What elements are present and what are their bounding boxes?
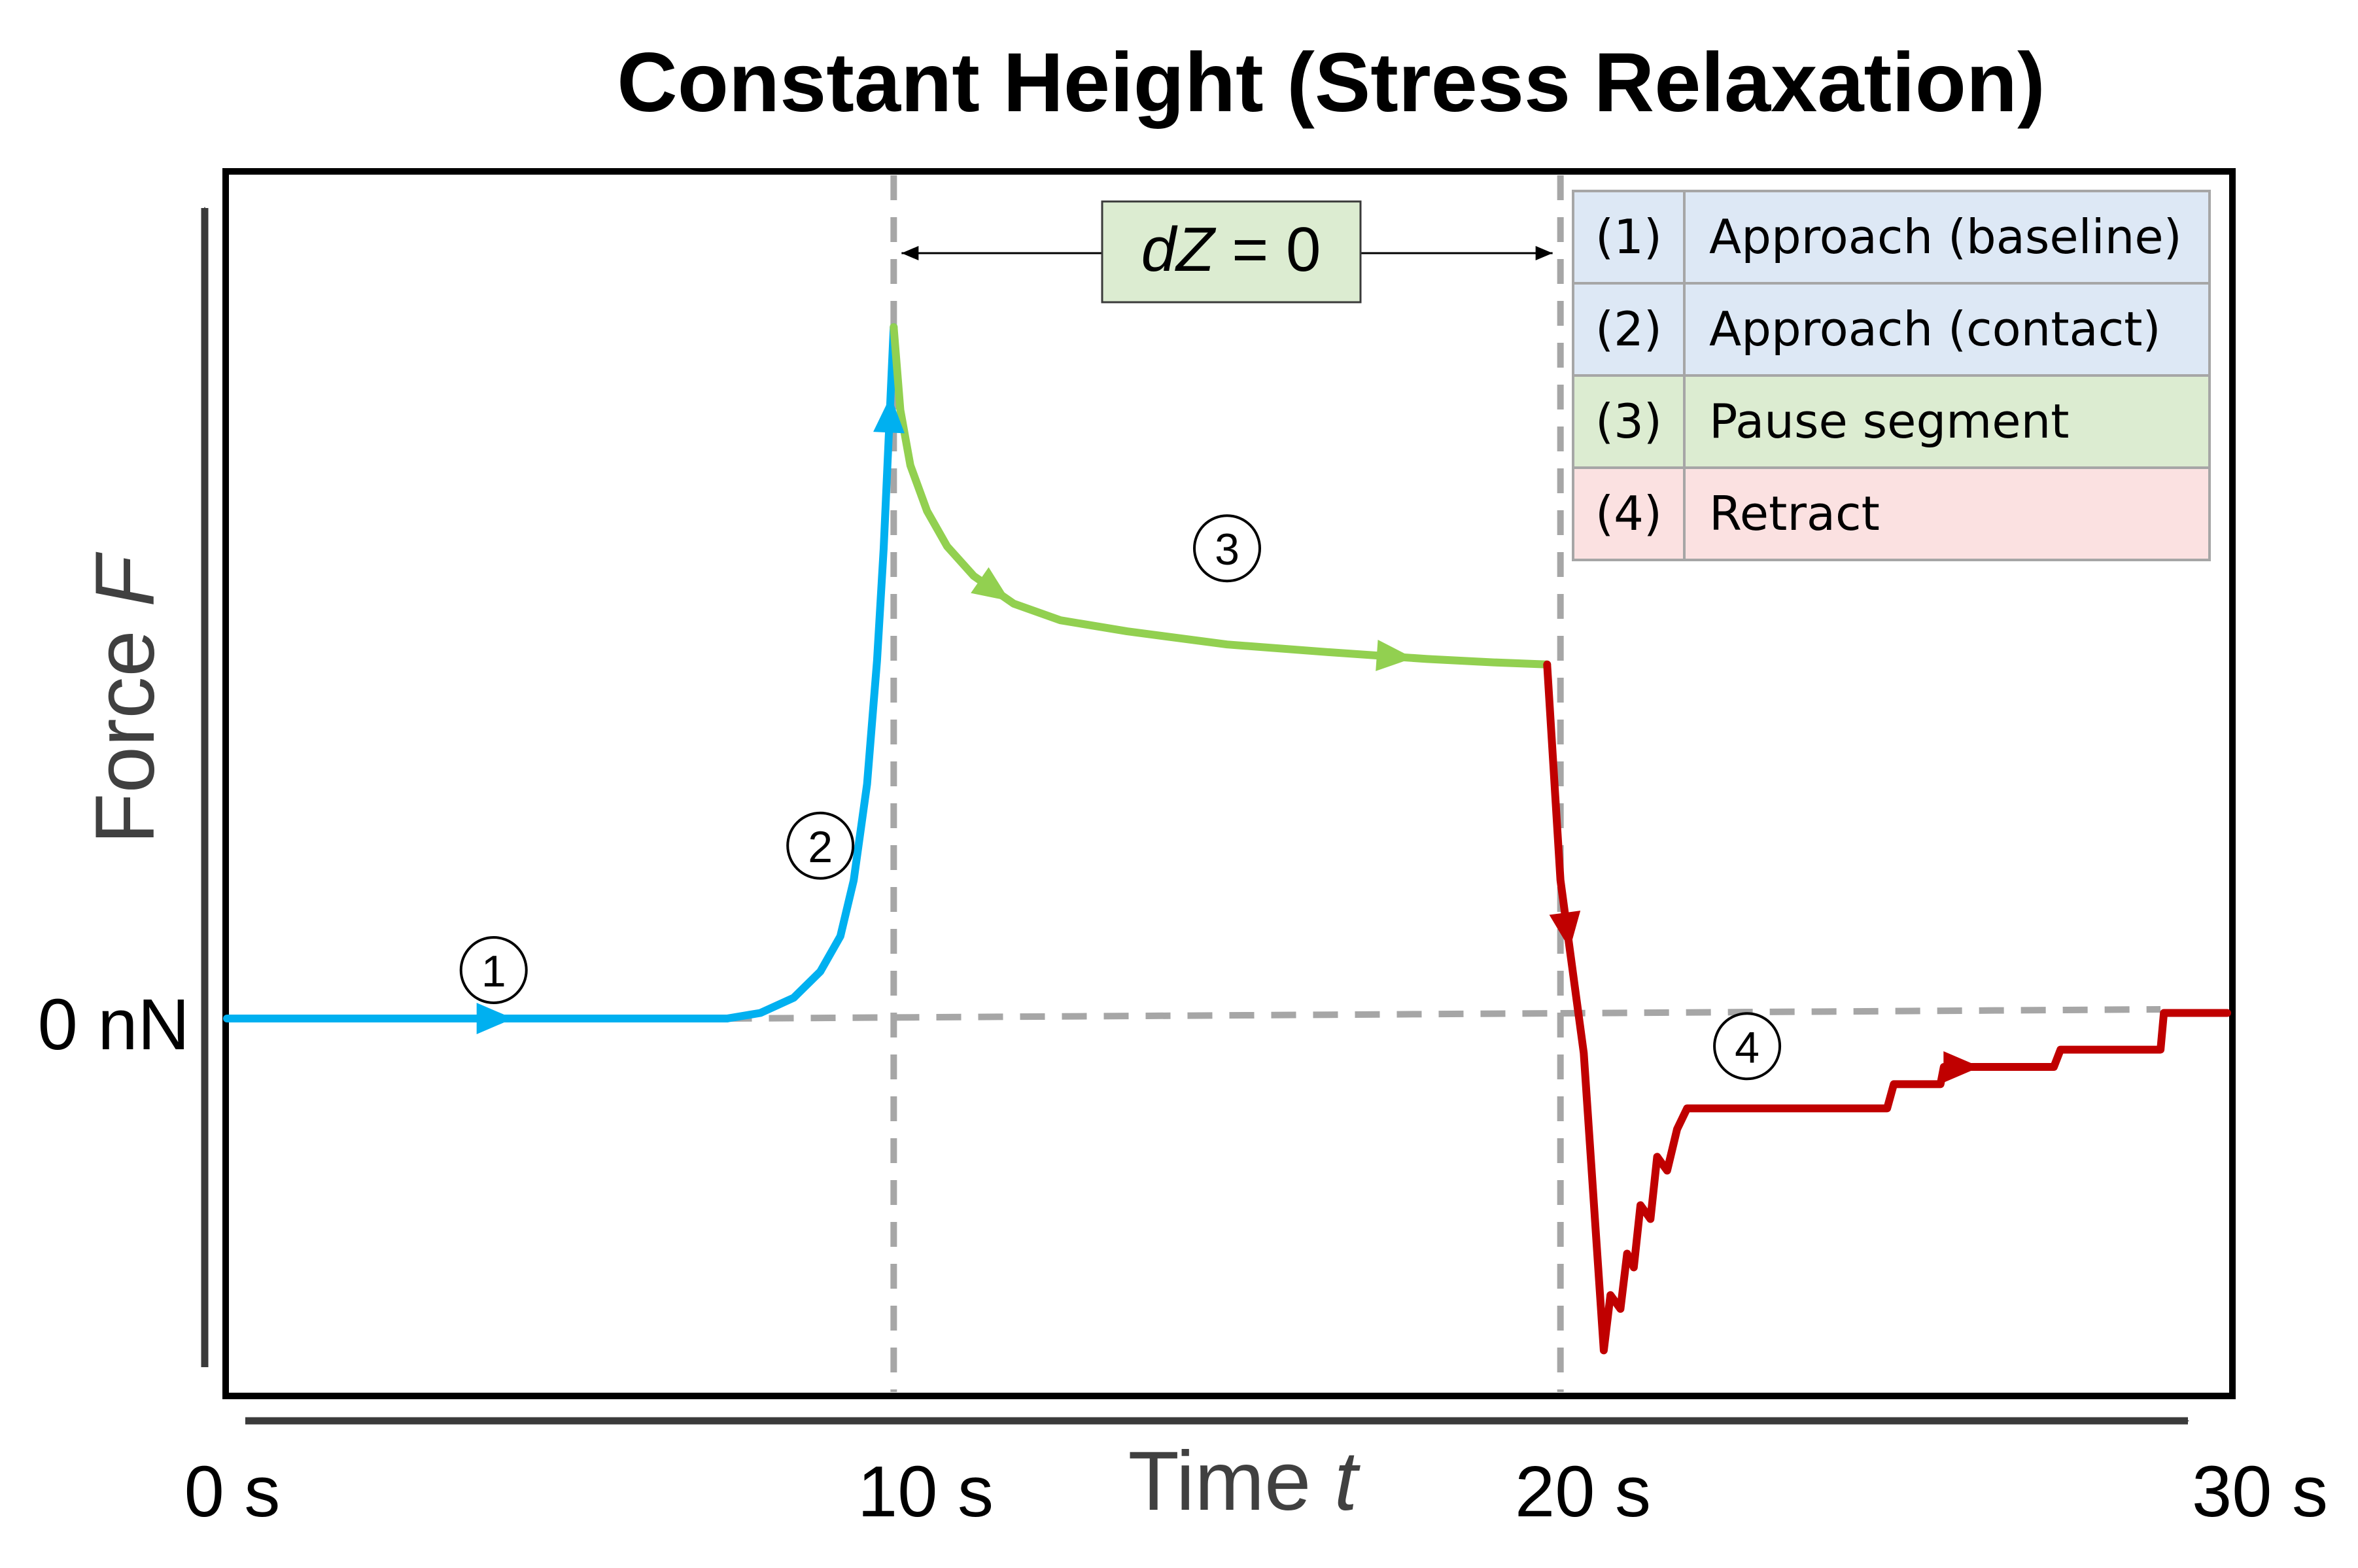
x-tick-labels: 0 s 10 s 20 s 30 s [184,1452,2328,1532]
legend-label: Approach (contact) [1709,302,2161,357]
direction-arrows [476,396,1981,1083]
legend: (1) Approach (baseline) (2) Approach (conta… [1572,190,2211,561]
chart-title: Constant Height (Stress Relaxation) [617,36,2045,130]
y-axis-label-text: Force [78,630,172,844]
x-axis-label: Time t [1128,1435,1361,1528]
legend-number: (1) [1595,209,1662,264]
segment-marker-4: 4 [1713,1012,1782,1081]
dz-annotation: dZ = 0 [901,200,1553,304]
legend-row-bg [1572,466,2211,561]
legend-number: (4) [1595,486,1662,541]
dz-arrowhead-left [901,246,919,260]
x-tick-label: 20 s [1515,1452,1651,1532]
segment-marker-label: 3 [1215,525,1240,574]
dz-label-italic: dZ [1141,215,1217,285]
segment-marker-label: 2 [808,822,833,872]
dz-label: dZ = 0 [1141,215,1321,285]
legend-row: (1) Approach (baseline) [1572,190,2211,285]
legend-number: (2) [1595,302,1662,357]
segment-marker-circle [1713,1012,1782,1081]
segment-marker-label: 4 [1735,1022,1760,1072]
segment-marker-circle [459,936,528,1005]
dz-label-box [1101,200,1362,304]
legend-row: (2) Approach (contact) [1572,282,2211,377]
segment-marker-3: 3 [1193,514,1261,583]
x-tick-label: 0 s [184,1452,281,1532]
x-axis-variable: t [1334,1435,1361,1528]
legend-label: Retract [1709,486,1880,541]
x-tick-label: 10 s [858,1452,994,1532]
segment-markers: 1 2 3 4 [459,514,1782,1081]
legend-number: (3) [1595,394,1662,449]
direction-arrow-segment-4 [1549,911,1581,949]
segment-marker-1: 1 [459,936,528,1005]
dz-label-rest: = 0 [1215,215,1321,285]
legend-row: (4) Retract [1572,466,2211,561]
direction-arrow-segment-1 [476,1003,513,1034]
y-axis-label: Force F [78,551,172,845]
legend-label: Pause segment [1709,394,2069,449]
segment-marker-circle [786,811,855,880]
direction-arrow-segment-2 [873,396,905,434]
segment-marker-circle [1193,514,1261,583]
direction-arrow-segment-3 [1376,640,1413,671]
y-axis-variable: F [78,551,172,607]
direction-arrow-segment-4 [1943,1051,1981,1083]
zero-baseline-line-right [1560,1006,2161,1017]
series-line-segment-2 [723,323,898,1022]
dz-arrowhead-right [1535,246,1553,260]
y-zero-tick-label: 0 nN [38,984,190,1065]
x-axis-label-text: Time [1128,1435,1311,1528]
direction-arrow-segment-3 [971,567,1010,601]
segment-marker-label: 1 [481,947,506,996]
legend-row-bg [1572,190,2211,285]
legend-label: Approach (baseline) [1709,209,2182,264]
zero-baseline-line [727,1010,1561,1022]
series-line-segment-4 [1543,660,2231,1355]
x-tick-label: 30 s [2192,1452,2328,1532]
legend-row: (3) Pause segment [1572,374,2211,469]
segment-marker-2: 2 [786,811,855,880]
reference-lines [727,175,2161,1392]
